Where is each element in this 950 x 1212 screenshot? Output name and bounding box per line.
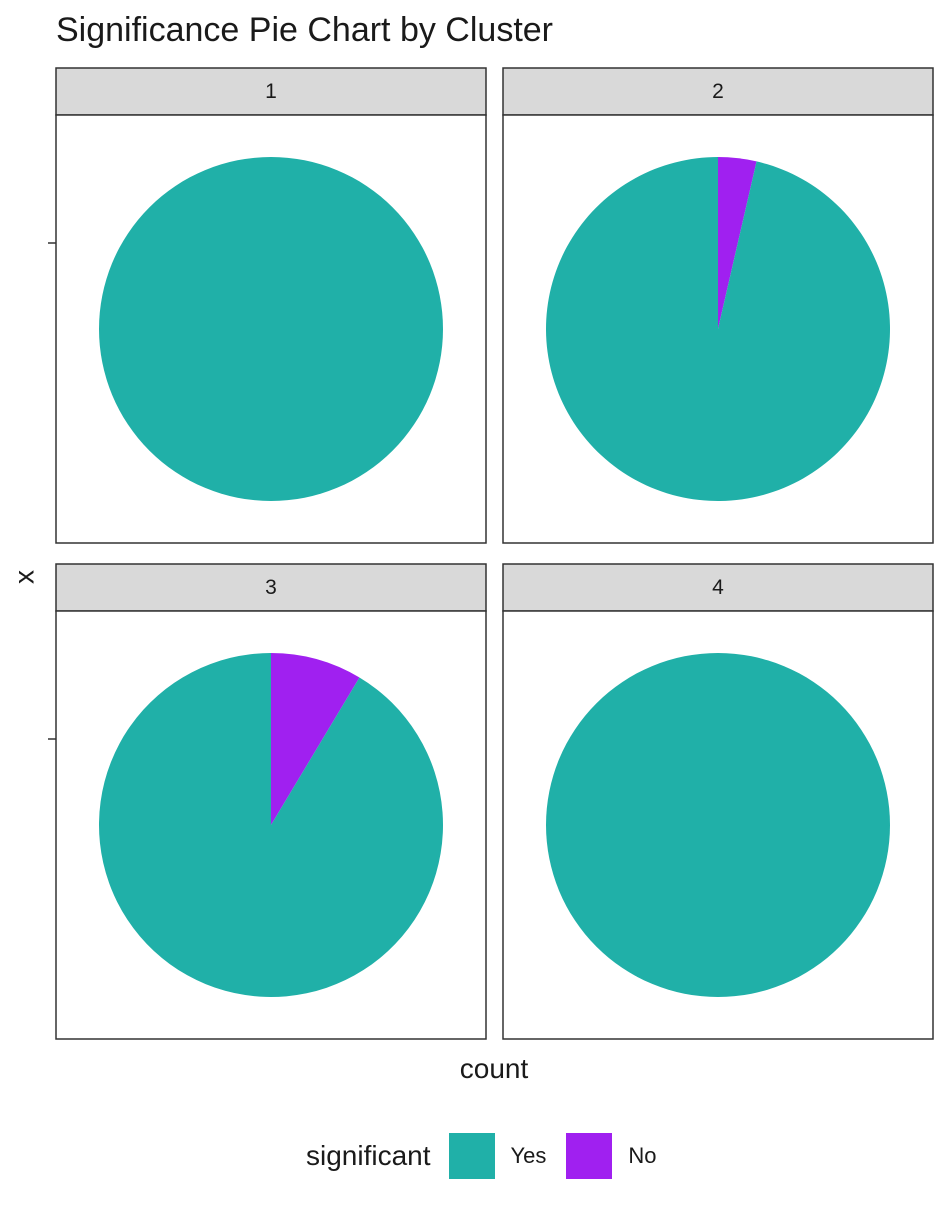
y-axis-title: x: [8, 570, 39, 584]
facets-layer: 1 2 3 4: [48, 67, 934, 1040]
x-axis-title: count: [460, 1053, 529, 1084]
legend-label-yes: Yes: [510, 1143, 547, 1168]
pie-slice-yes: [99, 157, 443, 501]
facet-4: 4: [502, 563, 934, 1040]
pie-slice-no: [718, 157, 757, 329]
facet-strip: [55, 67, 487, 116]
legend: significant Yes No: [306, 1132, 677, 1180]
legend-item-no: No: [566, 1133, 657, 1179]
facet-1: 1: [48, 67, 487, 544]
legend-item-yes: Yes: [448, 1133, 547, 1179]
facet-strip-label: 4: [712, 576, 724, 599]
legend-title: significant: [306, 1140, 431, 1171]
pie-slice-no: [271, 653, 360, 825]
pie-slice-yes: [545, 157, 890, 502]
facet-strip-label: 2: [712, 80, 724, 103]
pie-slice-yes: [98, 653, 443, 997]
facet-strip-label: 1: [265, 80, 277, 103]
legend-label-no: No: [628, 1143, 657, 1168]
legend-key-no: [566, 1133, 613, 1179]
facet-3: 3: [48, 563, 487, 1040]
facet-2: 2: [502, 67, 934, 544]
facet-strip-label: 3: [265, 576, 277, 599]
facet-strip: [55, 563, 487, 612]
chart-title: Significance Pie Chart by Cluster: [56, 11, 554, 49]
pie-slice-yes: [546, 653, 890, 997]
legend-key-yes: [448, 1133, 495, 1179]
facet-strip: [502, 67, 934, 116]
